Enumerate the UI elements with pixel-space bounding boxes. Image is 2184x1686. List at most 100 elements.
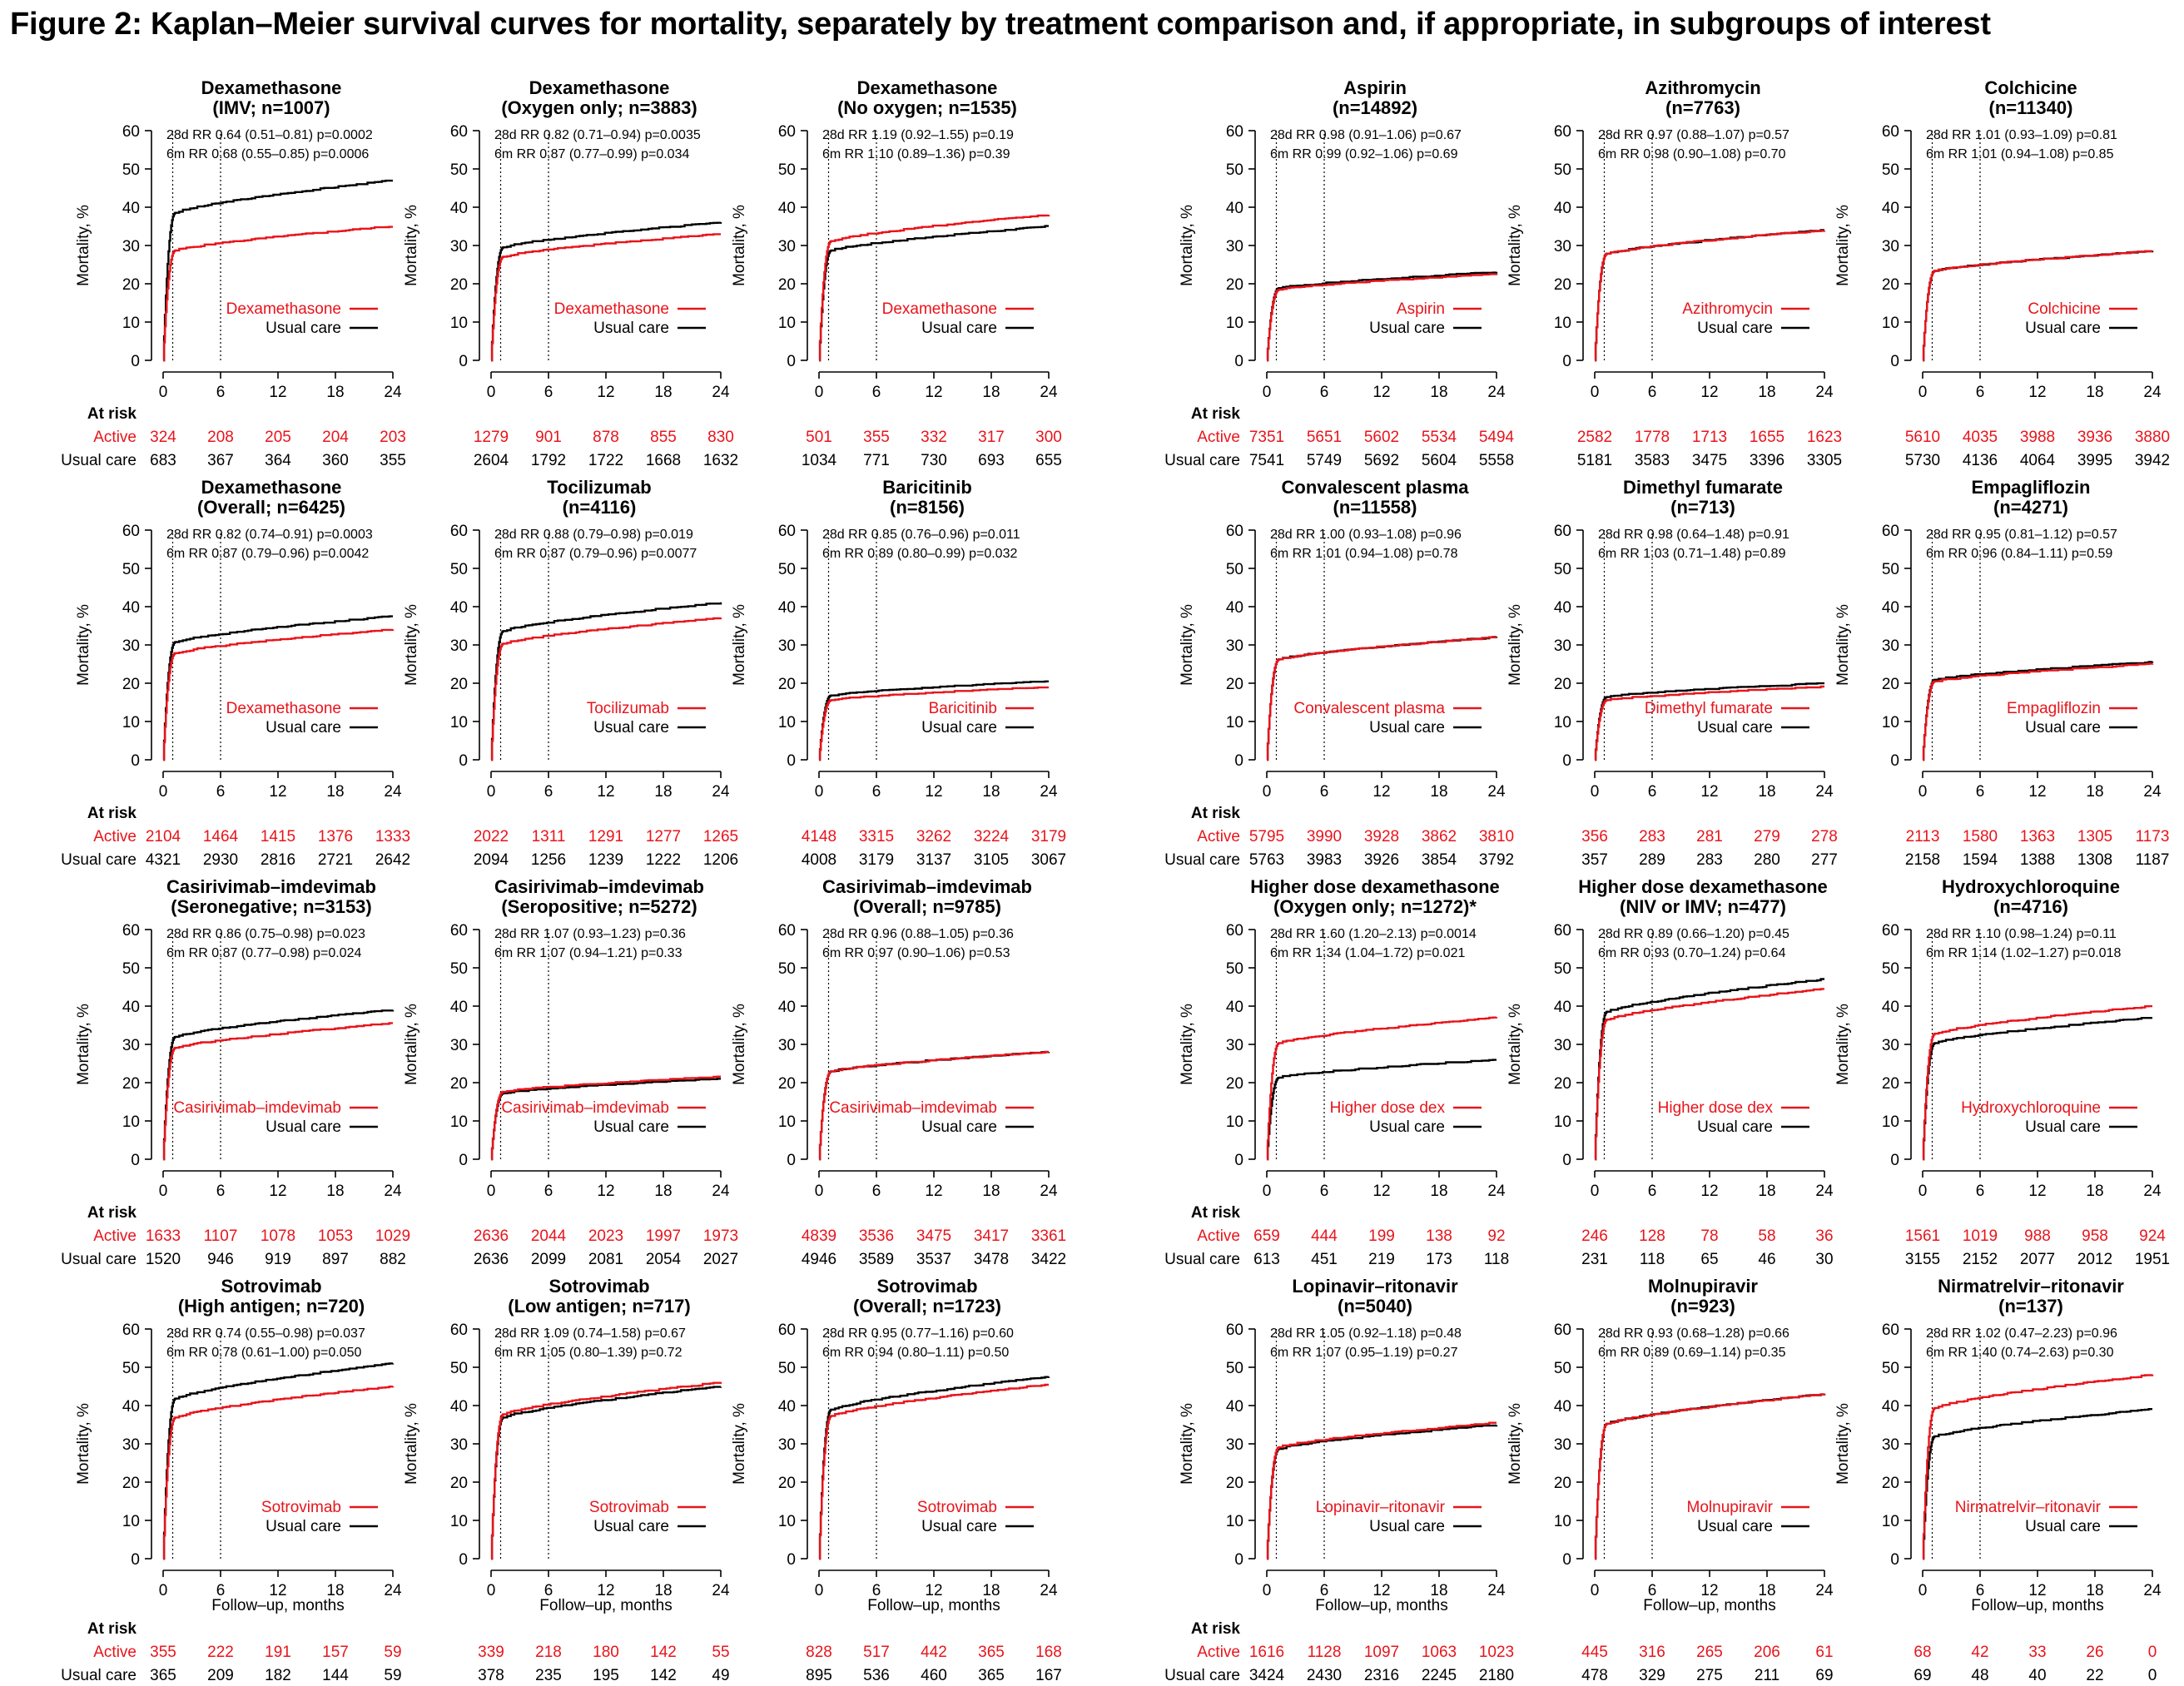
at-risk-usual-value: 3983 xyxy=(1307,851,1342,869)
y-tick-label: 50 xyxy=(122,1360,140,1377)
km-panel: Baricitinib(n=8156)0102030405060Mortalit… xyxy=(731,477,1066,869)
y-tick-label: 20 xyxy=(1554,1075,1571,1093)
at-risk-active-value: 356 xyxy=(1581,828,1608,845)
at-risk-active-value: 1655 xyxy=(1750,429,1784,446)
km-panel: Sotrovimab(Overall; n=1723)0102030405060… xyxy=(731,1276,1062,1684)
at-risk-heading: At risk xyxy=(87,405,137,423)
legend-active-label: Baricitinib xyxy=(929,700,997,717)
km-panel: Casirivimab–imdevimab(Overall; n=9785)01… xyxy=(731,876,1066,1268)
y-tick-label: 30 xyxy=(1226,1037,1243,1054)
panel-subtitle: (Oxygen only; n=3883) xyxy=(501,97,697,118)
at-risk-usual-value: 3478 xyxy=(974,1251,1009,1268)
x-tick-label: 24 xyxy=(2143,783,2162,801)
at-risk-active-value: 208 xyxy=(207,429,234,446)
at-risk-usual-value: 3854 xyxy=(1422,851,1457,869)
at-risk-usual-value: 1308 xyxy=(2077,851,2112,869)
usual-care-curve xyxy=(1594,682,1824,761)
at-risk-active-value: 3862 xyxy=(1422,828,1457,845)
x-tick-label: 18 xyxy=(2086,1183,2103,1200)
y-tick-label: 0 xyxy=(1562,353,1571,370)
at-risk-usual-value: 655 xyxy=(1035,452,1062,469)
panel-subtitle: (Overall; n=1723) xyxy=(853,1296,1001,1317)
at-risk-active-value: 283 xyxy=(1639,828,1665,845)
y-tick-label: 0 xyxy=(131,353,140,370)
panel-subtitle: (Overall; n=6425) xyxy=(197,497,345,518)
at-risk-heading: At risk xyxy=(1191,805,1241,822)
at-risk-usual-value: 1256 xyxy=(531,851,566,869)
at-risk-usual-value: 1722 xyxy=(588,452,623,469)
at-risk-usual-value: 3422 xyxy=(1031,1251,1066,1268)
rr-6m: 6m RR 1.03 (0.71–1.48) p=0.89 xyxy=(1598,547,1786,561)
x-tick-label: 6 xyxy=(216,1582,226,1599)
at-risk-active-value: 2113 xyxy=(1906,828,1940,845)
panel-subtitle: (n=11340) xyxy=(1989,97,2073,118)
y-axis-label: Mortality, % xyxy=(1179,205,1196,286)
panel-title: Tocilizumab xyxy=(547,477,652,498)
at-risk-active-value: 3936 xyxy=(2077,429,2112,446)
at-risk-usual-value: 275 xyxy=(1696,1667,1723,1684)
at-risk-active-value: 2104 xyxy=(146,828,181,845)
at-risk-usual-label: Usual care xyxy=(61,452,136,469)
at-risk-usual-value: 329 xyxy=(1639,1667,1665,1684)
panel-title: Sotrovimab xyxy=(221,1276,321,1297)
y-tick-label: 50 xyxy=(1882,561,1899,578)
at-risk-active-value: 355 xyxy=(863,429,890,446)
x-tick-label: 18 xyxy=(1758,1582,1775,1599)
at-risk-usual-value: 2027 xyxy=(703,1251,738,1268)
panel-subtitle: (Seropositive; n=5272) xyxy=(501,896,697,917)
at-risk-active-value: 278 xyxy=(1811,828,1838,845)
rr-28d: 28d RR 1.60 (1.20–2.13) p=0.0014 xyxy=(1270,927,1477,941)
y-tick-label: 60 xyxy=(450,1322,468,1339)
y-tick-label: 20 xyxy=(1882,276,1899,294)
x-tick-label: 24 xyxy=(712,1582,730,1599)
y-tick-label: 10 xyxy=(1226,1513,1243,1530)
rr-28d: 28d RR 0.74 (0.55–0.98) p=0.037 xyxy=(166,1326,365,1341)
at-risk-usual-value: 118 xyxy=(1640,1251,1665,1268)
at-risk-active-value: 5651 xyxy=(1307,429,1342,446)
y-tick-label: 60 xyxy=(778,523,796,540)
at-risk-usual-value: 3792 xyxy=(1479,851,1514,869)
rr-28d: 28d RR 0.96 (0.88–1.05) p=0.36 xyxy=(822,927,1014,941)
x-tick-label: 24 xyxy=(1815,1183,1834,1200)
legend-active-label: Tocilizumab xyxy=(587,700,669,717)
rr-28d: 28d RR 1.10 (0.98–1.24) p=0.11 xyxy=(1926,927,2117,941)
panel-title: Dexamethasone xyxy=(201,77,342,98)
x-tick-label: 6 xyxy=(872,1582,881,1599)
panel-subtitle: (High antigen; n=720) xyxy=(178,1296,365,1317)
y-tick-label: 20 xyxy=(1226,1475,1243,1492)
at-risk-active-value: 3262 xyxy=(916,828,951,845)
x-tick-label: 0 xyxy=(159,1582,168,1599)
rr-6m: 6m RR 0.87 (0.77–0.99) p=0.034 xyxy=(494,147,689,161)
x-tick-label: 18 xyxy=(1430,1582,1447,1599)
y-tick-label: 30 xyxy=(1882,637,1899,655)
at-risk-active-value: 168 xyxy=(1035,1644,1062,1661)
y-axis-label: Mortality, % xyxy=(1506,604,1524,686)
y-tick-label: 60 xyxy=(450,123,468,141)
y-tick-label: 10 xyxy=(778,714,796,731)
at-risk-heading: At risk xyxy=(1191,1620,1241,1638)
x-tick-label: 0 xyxy=(1591,783,1600,801)
y-tick-label: 50 xyxy=(778,960,796,978)
x-tick-label: 18 xyxy=(2086,1582,2103,1599)
x-tick-label: 12 xyxy=(1700,783,1718,801)
y-tick-label: 50 xyxy=(778,561,796,578)
legend-active-label: Colchicine xyxy=(2028,300,2101,318)
x-tick-label: 24 xyxy=(2143,1183,2162,1200)
y-tick-label: 20 xyxy=(1882,676,1899,693)
active-curve xyxy=(1266,1016,1498,1161)
legend-active-label: Dimethyl fumarate xyxy=(1645,700,1773,717)
at-risk-active-value: 3179 xyxy=(1031,828,1066,845)
at-risk-active-value: 5602 xyxy=(1364,429,1399,446)
y-tick-label: 50 xyxy=(1882,960,1899,978)
x-tick-label: 24 xyxy=(712,1183,730,1200)
y-tick-label: 40 xyxy=(1882,1398,1899,1416)
y-tick-label: 40 xyxy=(122,599,140,617)
at-risk-usual-value: 365 xyxy=(150,1667,176,1684)
y-tick-label: 40 xyxy=(1554,999,1571,1016)
usual-care-curve xyxy=(1922,1408,2152,1560)
y-axis-label: Mortality, % xyxy=(75,205,92,286)
x-tick-label: 24 xyxy=(1815,384,1834,401)
at-risk-usual-value: 2816 xyxy=(261,851,295,869)
legend-usual-label: Usual care xyxy=(1369,719,1445,736)
at-risk-heading: At risk xyxy=(87,1620,137,1638)
